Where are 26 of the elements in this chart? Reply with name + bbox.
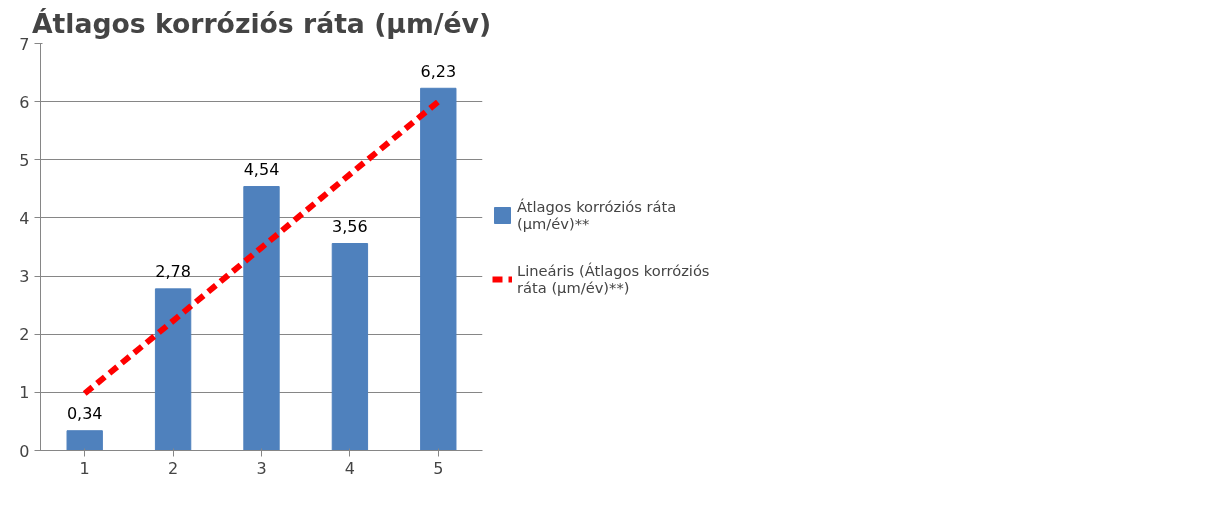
bar (420, 87, 457, 451)
y-tick-label: 6 (19, 92, 30, 112)
data-label: 3,56 (332, 216, 368, 236)
y-tick-label: 2 (19, 325, 30, 345)
legend-label: Lineáris (Átlagos korróziós ráta (µm/év)**) (517, 261, 710, 296)
y-tick-label: 5 (19, 150, 30, 170)
y-tick-label: 3 (19, 267, 30, 287)
x-tick-label: 5 (433, 458, 444, 478)
y-tick-label: 4 (19, 208, 30, 228)
bar (154, 288, 192, 451)
data-label: 6,23 (420, 61, 457, 81)
bar (331, 243, 369, 451)
data-label: 4,54 (243, 159, 280, 179)
data-label: 2,78 (155, 262, 191, 282)
y-tick-label: 7 (19, 34, 30, 54)
x-tick-label: 2 (168, 458, 179, 478)
bar (243, 186, 280, 451)
data-label: 0,34 (66, 404, 103, 424)
chart-title: Átlagos korróziós ráta (µm/év) (31, 7, 492, 39)
bar (66, 430, 103, 451)
x-tick-label: 4 (344, 458, 355, 478)
y-tick-label: 1 (19, 383, 30, 403)
legend-label: Átlagos korróziós ráta (µm/év)** (517, 197, 677, 232)
x-tick-label: 1 (79, 458, 90, 478)
x-tick-label: 3 (256, 458, 267, 478)
y-tick-label: 0 (19, 441, 30, 461)
